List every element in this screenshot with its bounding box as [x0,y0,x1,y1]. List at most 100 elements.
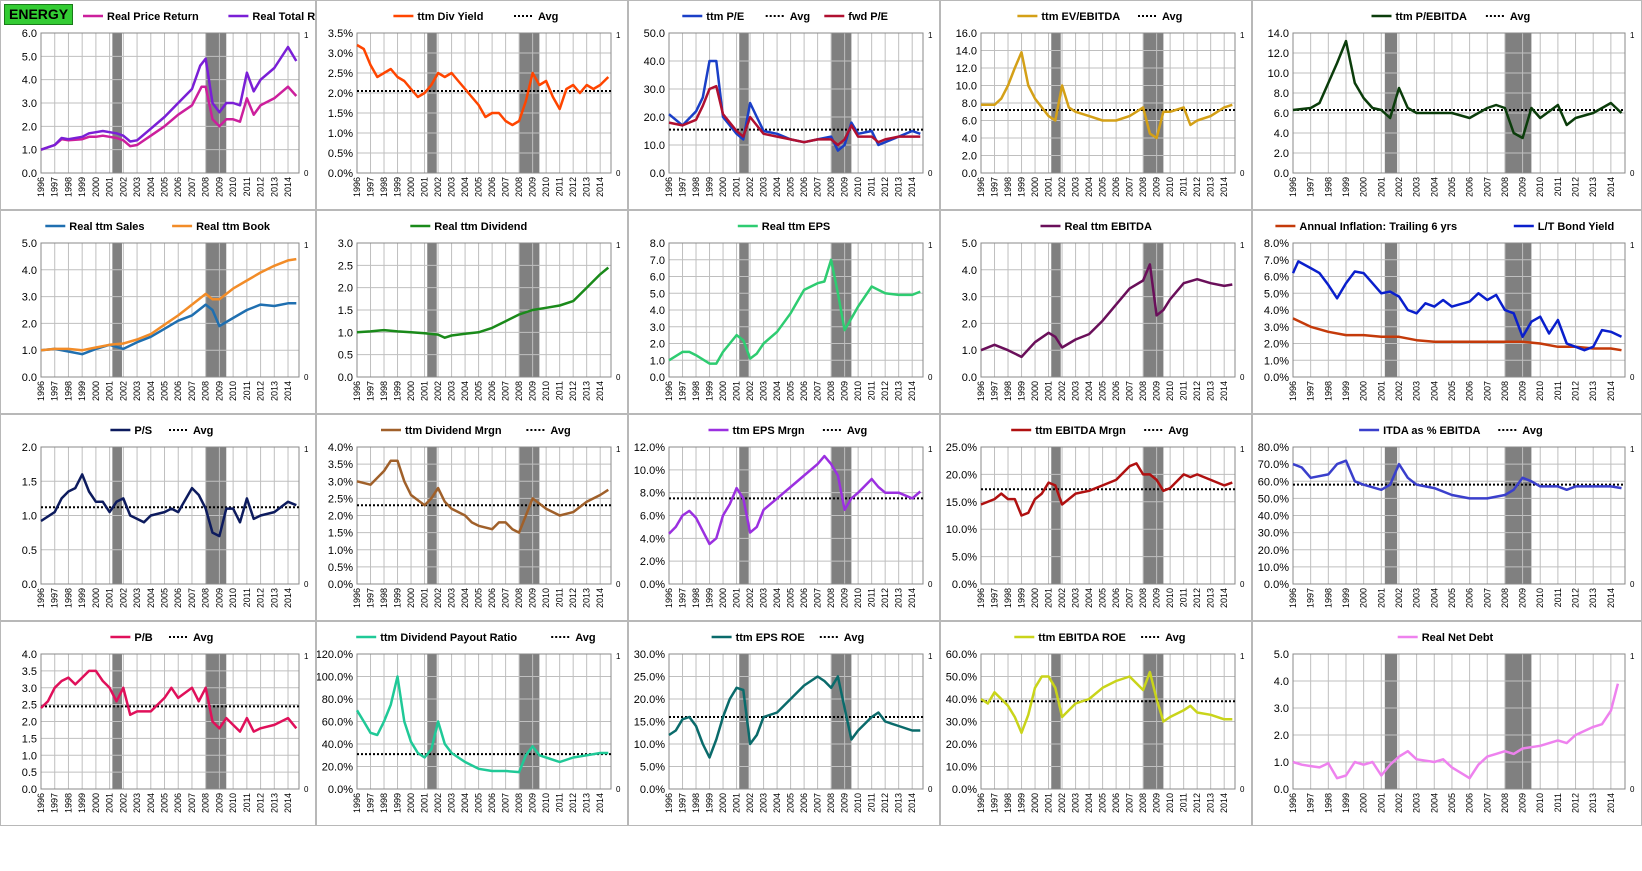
y-tick-label: 0.0% [1264,372,1289,384]
y-tick-label: 6.0 [650,272,665,284]
secondary-axis-label: 1 [1240,652,1245,661]
x-tick-label: 2006 [173,177,183,197]
x-tick-label: 2002 [433,381,443,401]
x-tick-label: 2004 [772,177,782,197]
x-tick-label: 2007 [187,793,197,813]
x-tick-label: 2000 [1030,793,1040,813]
x-tick-label: 2002 [1394,381,1404,401]
x-tick-label: 1997 [366,793,376,813]
y-tick-label: 1.5 [22,476,37,488]
x-tick-label: 2013 [582,177,592,197]
x-tick-label: 2003 [759,177,769,197]
secondary-axis-label: 0 [1630,373,1635,382]
legend-label: Annual Inflation: Trailing 6 yrs [1299,221,1457,233]
x-tick-label: 1997 [1306,588,1316,608]
x-tick-label: 1996 [36,381,46,401]
x-tick-label: 1998 [379,588,389,608]
x-tick-label: 2003 [132,588,142,608]
y-tick-label: 25.0% [946,442,977,454]
x-tick-label: 2005 [1447,177,1457,197]
secondary-axis-label: 0 [928,169,933,178]
y-tick-label: 12.0 [1268,48,1289,60]
y-tick-label: 6.0% [640,511,665,523]
x-tick-label: 2002 [1057,793,1067,813]
x-tick-label: 1996 [1288,793,1298,813]
x-tick-label: 2000 [91,588,101,608]
x-tick-label: 1999 [705,588,715,608]
x-tick-label: 1996 [352,793,362,813]
x-tick-label: 2012 [880,381,890,401]
recession-band [1051,243,1061,377]
y-tick-label: 0.0 [22,168,37,180]
chart-div-margin: 0.0% 0.5% 1.0% 1.5% 2.0% 2.5% 3.0% 3.5% 4.0% 1996… [316,414,628,621]
x-tick-label: 1999 [1017,588,1027,608]
x-tick-label: 2010 [1535,793,1545,813]
plot-frame [980,242,1236,378]
x-tick-label: 2003 [1412,381,1422,401]
x-tick-label: 2013 [894,793,904,813]
x-tick-label: 1999 [705,793,715,813]
secondary-axis-label: 0 [1240,785,1245,794]
y-tick-label: 1.0 [22,511,37,523]
x-tick-label: 2009 [528,381,538,401]
x-tick-label: 2004 [1084,588,1094,608]
legend-label: Real ttm Dividend [434,221,527,233]
x-tick-label: 1998 [1003,177,1013,197]
x-tick-label: 1999 [1017,177,1027,197]
x-tick-label: 2007 [501,793,511,813]
y-tick-label: 50.0% [946,672,977,684]
y-tick-label: 2.0 [962,151,977,163]
x-tick-label: 2001 [420,588,430,608]
secondary-axis-label: 0 [1630,580,1635,589]
x-tick-label: 2011 [242,177,252,196]
x-tick-label: 2012 [880,588,890,608]
x-tick-label: 1997 [678,381,688,401]
x-tick-label: 1999 [393,381,403,401]
x-tick-label: 2008 [1138,793,1148,813]
chart-svg-payout: 0.0% 20.0% 40.0% 60.0% 80.0% 100.0% 120.0% 1996… [317,632,621,813]
x-tick-label: 1996 [36,793,46,813]
y-tick-label: 20.0% [946,739,977,751]
x-tick-label: 2008 [514,381,524,401]
x-tick-label: 2009 [1152,177,1162,197]
x-tick-label: 2006 [799,588,809,608]
y-tick-label: 1.0% [328,545,353,557]
chart-svg-div-margin: 0.0% 0.5% 1.0% 1.5% 2.0% 2.5% 3.0% 3.5% 4.0% 1996… [328,425,621,608]
chart-eps-margin: 0.0% 2.0% 4.0% 6.0% 8.0% 10.0% 12.0% 1996 1997 19… [628,414,940,621]
x-tick-label: 2008 [1138,588,1148,608]
plot-frame [356,446,612,585]
x-tick-label: 2004 [1084,177,1094,197]
x-tick-label: 2000 [1030,381,1040,401]
x-tick-label: 2009 [214,588,224,608]
legend-label: Avg [1522,425,1542,437]
y-tick-label: 50.0 [644,28,665,40]
x-tick-label: 2013 [582,588,592,608]
y-tick-label: 1.0% [328,128,353,140]
x-tick-label: 2010 [1165,793,1175,813]
x-tick-label: 2010 [853,177,863,197]
y-tick-label: 8.0% [640,488,665,500]
x-tick-label: 2013 [894,588,904,608]
secondary-axis-label: 1 [1630,31,1635,40]
y-tick-label: 5.0% [640,762,665,774]
x-tick-label: 2007 [187,588,197,608]
x-tick-label: 2010 [228,381,238,401]
x-tick-label: 1998 [691,793,701,813]
x-tick-label: 2008 [1138,381,1148,401]
legend-label: Real ttm Book [196,221,271,233]
x-tick-label: 2014 [283,793,293,813]
x-tick-label: 2007 [501,177,511,197]
chart-svg-returns: 0.0 1.0 2.0 3.0 4.0 5.0 6.0 1996 1997 1998 1999 200… [22,11,315,197]
legend-label: Avg [1162,11,1182,23]
plot-frame [1292,446,1626,585]
x-tick-label: 2001 [1376,793,1386,813]
y-tick-label: 10.0% [946,762,977,774]
x-tick-label: 2003 [759,381,769,401]
x-tick-label: 2009 [840,588,850,608]
secondary-axis-label: 0 [1240,373,1245,382]
series-line-itda-pct-0 [1292,459,1622,500]
recession-band [1504,654,1532,789]
x-tick-label: 1998 [1323,177,1333,197]
x-tick-label: 2002 [118,793,128,813]
